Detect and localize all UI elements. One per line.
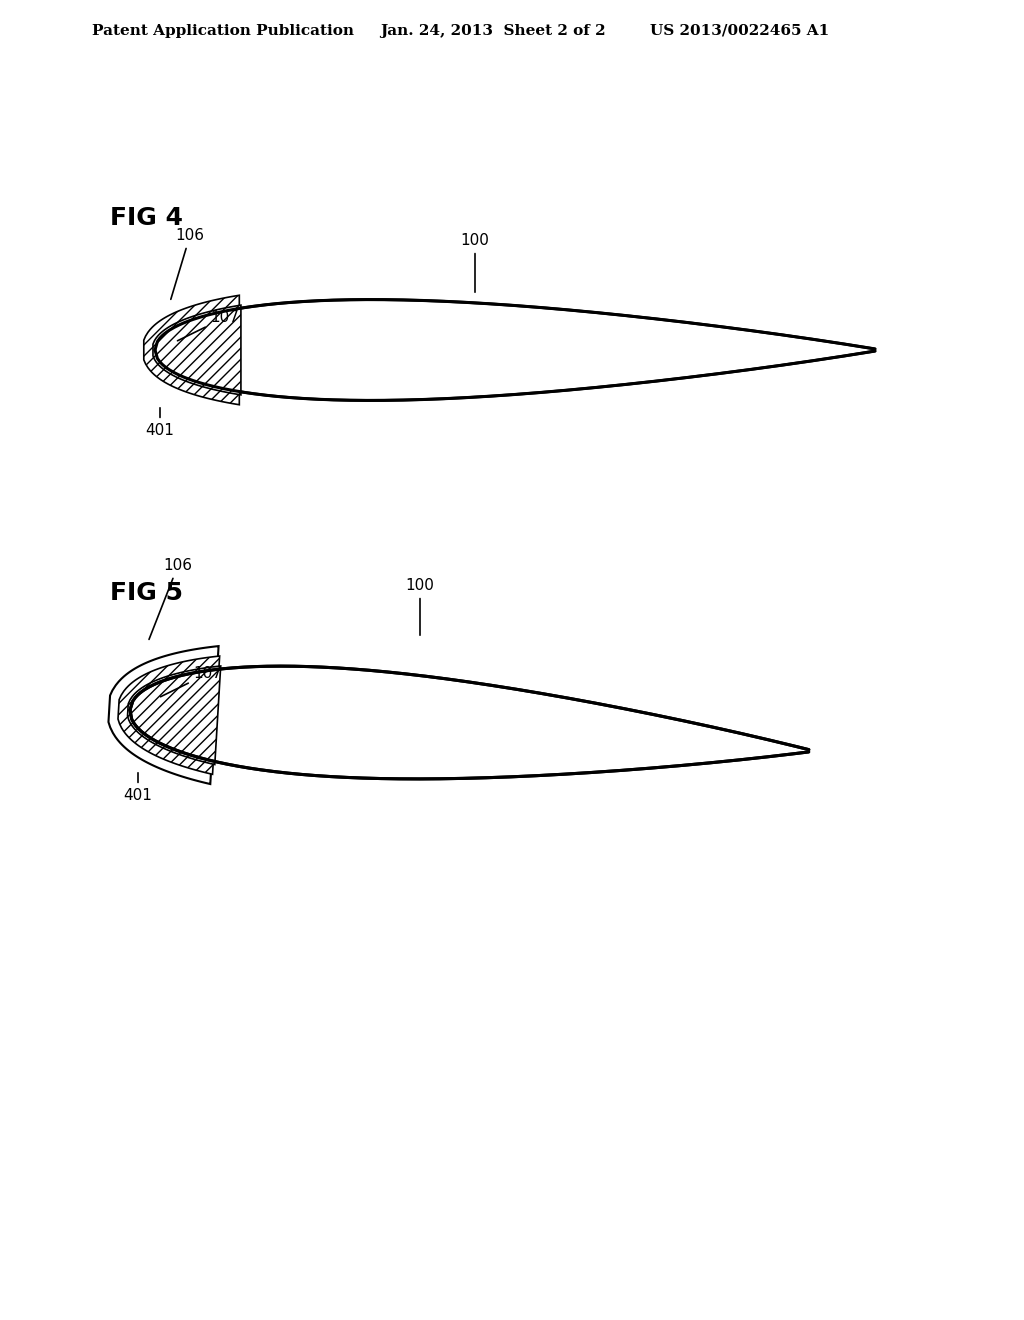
Text: US 2013/0022465 A1: US 2013/0022465 A1 (650, 24, 829, 38)
Text: 401: 401 (124, 772, 153, 803)
Polygon shape (118, 656, 219, 775)
Polygon shape (143, 296, 240, 405)
Text: 401: 401 (145, 408, 174, 438)
Text: Patent Application Publication: Patent Application Publication (92, 24, 354, 38)
Text: 107: 107 (161, 667, 222, 697)
Text: 107: 107 (177, 310, 240, 341)
Text: 100: 100 (461, 234, 489, 292)
Text: 106: 106 (171, 228, 205, 300)
Text: Jan. 24, 2013  Sheet 2 of 2: Jan. 24, 2013 Sheet 2 of 2 (380, 24, 605, 38)
Text: 106: 106 (150, 558, 193, 639)
Text: FIG 5: FIG 5 (110, 581, 183, 605)
Text: FIG 4: FIG 4 (110, 206, 183, 230)
Polygon shape (128, 667, 221, 764)
Polygon shape (153, 305, 241, 395)
Text: 100: 100 (406, 578, 434, 635)
